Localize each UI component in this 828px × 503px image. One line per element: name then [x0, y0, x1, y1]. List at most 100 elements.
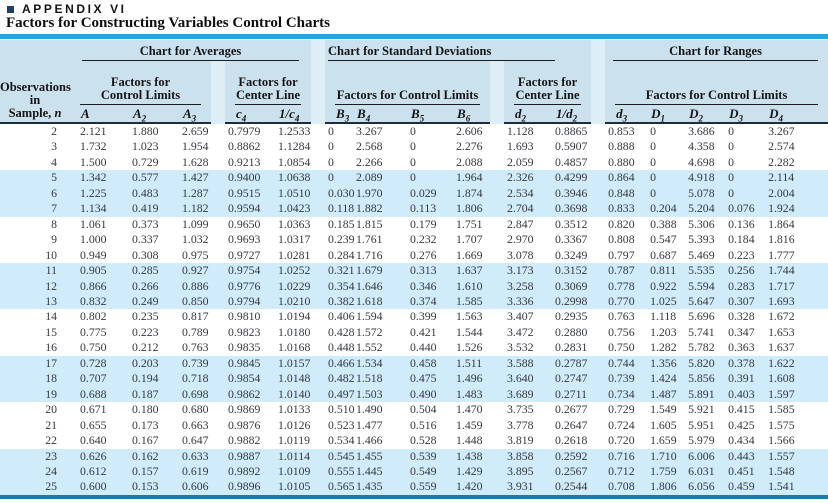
cell-A2: 0.577: [122, 170, 172, 186]
cell-A: 0.802: [70, 309, 122, 325]
cell-n: 25: [0, 479, 70, 495]
cell-B5: 0.559: [400, 479, 447, 495]
cell-d3: 0.833: [598, 201, 641, 217]
cell-D2: 6.031: [678, 463, 719, 480]
cell-D3: 0.347: [718, 324, 759, 341]
cell-1d2: 0.2647: [545, 417, 599, 434]
cell-d2: 3.258: [497, 278, 546, 294]
cell-1c4: 1.0317: [268, 232, 319, 248]
cell-D2: 5.393: [678, 232, 719, 248]
cell-D2: 5.891: [678, 386, 719, 403]
cell-d3: 0.880: [598, 154, 641, 171]
cell-D3: 0.378: [718, 355, 759, 372]
group-chart-for-averages: Chart for Averages: [70, 40, 319, 61]
cell-B5: 0.276: [400, 247, 447, 264]
cell-A: 1.061: [70, 216, 122, 233]
cell-B4: 1.815: [346, 216, 401, 233]
cell-B4: 1.490: [346, 402, 401, 418]
cell-c4: 0.7979: [218, 123, 268, 140]
cell-B3: 0.565: [318, 479, 355, 495]
table-row: 6 1.225 0.483 1.287 0.9515 1.0510 0.030 1.970 0.…: [0, 185, 828, 202]
cell-A3: 1.099: [172, 216, 218, 233]
cell-A3: 1.954: [172, 139, 218, 155]
cell-B4: 1.552: [346, 340, 401, 356]
cell-D2: 5.696: [678, 309, 719, 325]
cell-B6: 1.526: [446, 340, 498, 356]
cell-D1: 0: [640, 185, 679, 202]
table-row: 2 2.121 1.880 2.659 0.7979 1.2533 0 3.267 0 2.606…: [0, 123, 828, 140]
cell-c4: 0.9693: [218, 232, 268, 248]
cell-A3: 0.739: [172, 355, 218, 372]
cell-D4: 1.693: [758, 293, 828, 310]
cell-D1: 1.549: [640, 402, 679, 418]
cell-A2: 1.023: [122, 139, 172, 155]
table-row: 15 0.775 0.223 0.789 0.9823 1.0180 0.428 1.572 0…: [0, 324, 828, 341]
cell-c4: 0.9810: [218, 309, 268, 325]
cell-d2: 1.693: [497, 139, 546, 155]
cell-d2: 2.326: [497, 170, 546, 186]
cell-d3: 0.797: [598, 247, 641, 264]
cell-c4: 0.9754: [218, 263, 268, 279]
cell-D1: 1.424: [640, 371, 679, 387]
cell-A: 0.750: [70, 340, 122, 356]
column-header-D2: D2: [678, 105, 719, 124]
table-row: 22 0.640 0.167 0.647 0.9882 1.0119 0.534 1.466 0…: [0, 433, 828, 449]
table-row: 19 0.688 0.187 0.698 0.9862 1.0140 0.497 1.503 0…: [0, 386, 828, 403]
cell-1d2: 0.2544: [545, 479, 599, 495]
table-row: 17 0.728 0.203 0.739 0.9845 1.0157 0.466 1.534 0…: [0, 355, 828, 372]
cell-D2: 6.056: [678, 479, 719, 495]
cell-n: 11: [0, 263, 70, 279]
cell-B5: 0.346: [400, 278, 447, 294]
cell-A: 0.655: [70, 417, 122, 434]
cell-d2: 3.819: [497, 433, 546, 449]
cell-D1: 1.356: [640, 355, 679, 372]
cell-c4: 0.9862: [218, 386, 268, 403]
column-header-A3: A3: [172, 105, 218, 124]
cell-1c4: 1.0854: [268, 154, 319, 171]
cell-c4: 0.9835: [218, 340, 268, 356]
cell-d3: 0.734: [598, 386, 641, 403]
cell-D1: 0.388: [640, 216, 679, 233]
cell-c4: 0.9650: [218, 216, 268, 233]
cell-A2: 0.203: [122, 355, 172, 372]
cell-n: 12: [0, 278, 70, 294]
cell-A2: 0.235: [122, 309, 172, 325]
cell-n: 19: [0, 386, 70, 403]
cell-D2: 5.951: [678, 417, 719, 434]
cell-d2: 2.847: [497, 216, 546, 233]
cell-D3: 0: [718, 185, 759, 202]
cell-B3: 0.428: [318, 324, 355, 341]
cell-A3: 0.606: [172, 479, 218, 495]
cell-D4: 1.566: [758, 433, 828, 449]
cell-D4: 3.267: [758, 123, 828, 140]
cell-A: 0.626: [70, 448, 122, 464]
cell-A3: 1.182: [172, 201, 218, 217]
cell-1c4: 1.0194: [268, 309, 319, 325]
cell-B5: 0.421: [400, 324, 447, 341]
cell-A: 1.500: [70, 154, 122, 171]
cell-n: 9: [0, 232, 70, 248]
cell-B5: 0.313: [400, 263, 447, 279]
cell-B5: 0: [400, 154, 447, 171]
cell-n: 17: [0, 355, 70, 372]
table-row: 5 1.342 0.577 1.427 0.9400 1.0638 0 2.089 0 1.964…: [0, 170, 828, 186]
cell-B3: 0.497: [318, 386, 355, 403]
cell-D1: 1.605: [640, 417, 679, 434]
table-row: 23 0.626 0.162 0.633 0.9887 1.0114 0.545 1.455 0…: [0, 448, 828, 464]
observations-line2: in: [29, 93, 41, 107]
cell-d3: 0.712: [598, 463, 641, 480]
cell-A2: 0.180: [122, 402, 172, 418]
cell-A3: 1.287: [172, 185, 218, 202]
cell-B5: 0.113: [400, 201, 447, 217]
cell-A: 0.949: [70, 247, 122, 264]
cell-B5: 0.399: [400, 309, 447, 325]
cell-B4: 1.618: [346, 293, 401, 310]
table-row: 12 0.866 0.266 0.886 0.9776 1.0229 0.354 1.646 0…: [0, 278, 828, 294]
cell-B4: 1.455: [346, 448, 401, 464]
cell-d3: 0.744: [598, 355, 641, 372]
column-header-D4: D4: [758, 105, 828, 124]
cell-A: 2.121: [70, 123, 122, 140]
cell-A2: 0.223: [122, 324, 172, 341]
cell-c4: 0.9794: [218, 293, 268, 310]
